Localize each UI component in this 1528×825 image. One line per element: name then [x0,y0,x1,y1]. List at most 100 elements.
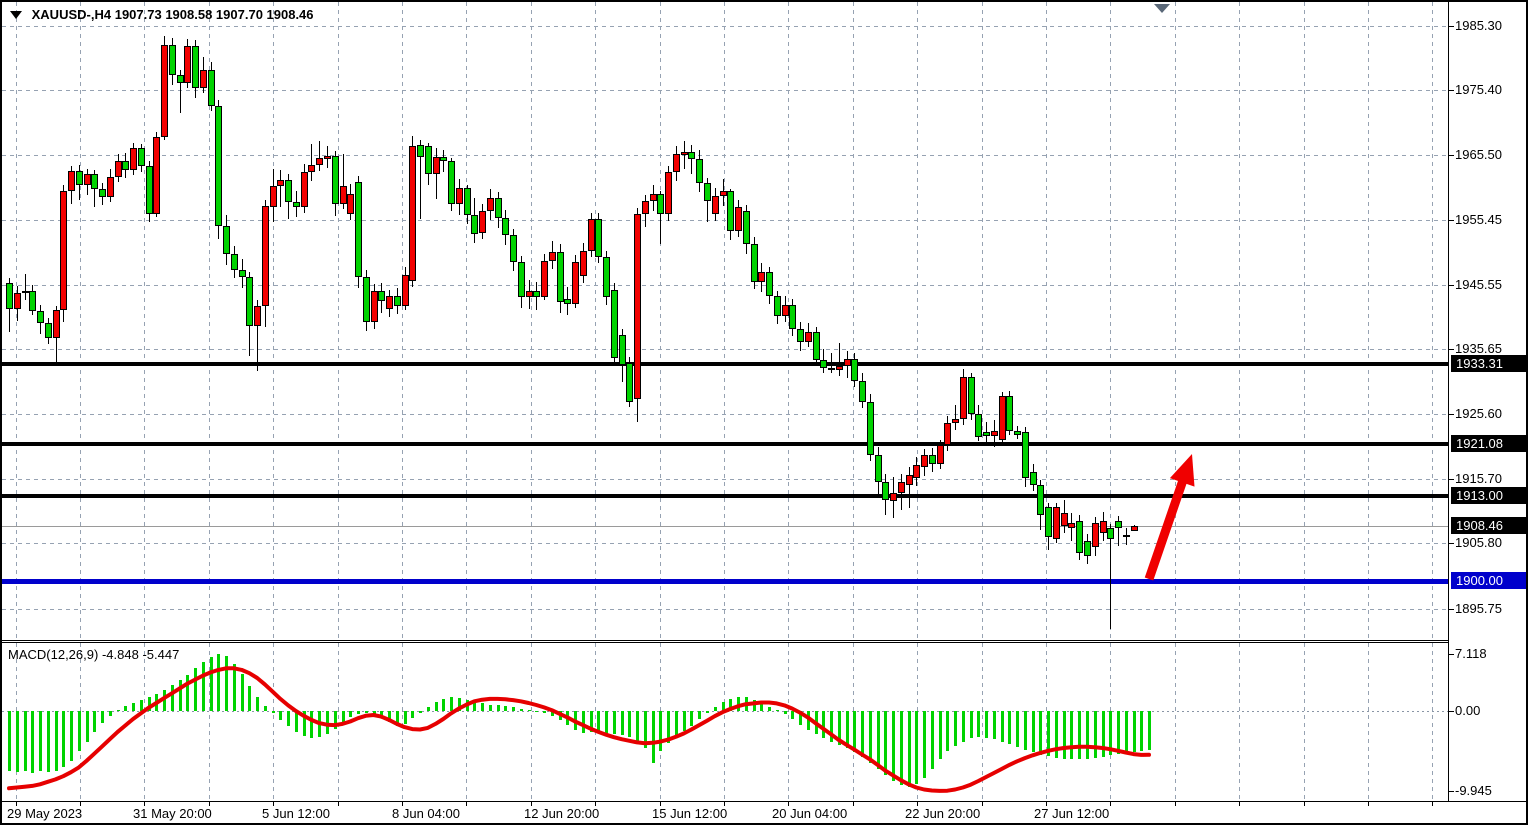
macd-histogram-bar [488,704,492,711]
macd-signal-line[interactable] [7,666,1151,793]
candle [486,197,494,212]
macd-histogram-bar [1140,711,1144,752]
time-tick [917,802,919,806]
macd-histogram-bar [923,711,927,778]
candle-wick [838,342,840,376]
vertical-gridline [723,643,725,801]
price-tick [1449,284,1454,286]
candle [184,45,192,84]
macd-histogram-bar [426,707,430,711]
vertical-gridline [1367,643,1369,801]
macd-histogram-bar [868,711,872,764]
panel-separator-top[interactable] [2,640,1448,641]
macd-histogram-bar [419,711,422,713]
candle [959,377,967,419]
support-1913.00[interactable] [2,494,1448,499]
macd-histogram-bar [1016,711,1020,748]
macd-histogram-bar [457,698,461,711]
candle [804,331,812,342]
macd-histogram-bar [341,711,345,724]
candle [448,161,455,204]
chart-shift-marker-icon[interactable] [1154,4,1170,13]
candle [874,454,882,482]
macd-histogram-bar [550,711,554,716]
candle [21,291,29,293]
macd-histogram-bar [504,706,508,711]
macd-histogram-bar [706,711,709,713]
candle [1107,528,1115,540]
candle [983,432,991,436]
vertical-gridline [530,2,532,640]
macd-histogram-bar [884,711,888,776]
time-tick [530,802,532,806]
horizontal-gridline [2,284,1448,286]
trend-arrow-shaft[interactable] [1144,477,1188,581]
macd-histogram-bar [108,711,112,716]
trend-arrow-head[interactable] [1169,454,1195,487]
candle [1045,506,1053,538]
candle [44,323,52,339]
time-axis-label: 15 Jun 12:00 [652,806,728,821]
price-axis-label: 1985.30 [1455,18,1502,33]
macd-signal-line-layer [7,666,1151,793]
macd-histogram-bar [729,698,733,711]
macd-histogram-bar [93,711,97,732]
candle [952,419,960,423]
candle [1083,540,1091,556]
candle-wick [342,153,344,209]
candle [386,296,393,309]
vertical-gridline [595,643,597,801]
candle [556,251,564,303]
price-tick [1449,26,1454,27]
candle [525,290,533,298]
price-axis[interactable]: 1985.30 1975.40 1965.50 1955.45 1945.55 1935.… [1448,2,1526,801]
candle [517,262,525,298]
resistance-1921.08[interactable] [2,441,1448,446]
macd-histogram-bar [628,711,632,737]
candle [316,158,324,165]
candle [711,195,719,214]
panel-separator-bottom[interactable] [2,642,1448,643]
macd-indicator-panel[interactable]: MACD(12,26,9) -4.848 -5.447 [2,643,1448,801]
macd-histogram-bar [535,711,539,712]
candle [370,291,378,322]
macd-histogram-bar [597,711,601,733]
time-tick [208,802,210,806]
candle-wick [660,190,662,244]
candle [261,205,269,307]
candle [882,482,890,501]
time-axis[interactable]: 29 May 2023 31 May 20:00 5 Jun 12:00 8 Jun … [2,801,1526,823]
macd-main-value: -4.848 [101,647,139,662]
macd-histogram-bar [411,711,415,719]
macd-axis-label: -9.945 [1455,783,1492,799]
macd-histogram-bar [985,711,989,738]
candle [890,493,898,501]
main-chart-panel[interactable]: XAUUSD-,H4 1907.73 1908.58 1907.70 1908.… [2,2,1448,640]
macd-axis-tick [1449,653,1454,655]
macd-signal-value: -5.447 [142,647,180,662]
macd-histogram-bar [201,661,205,711]
price-badge: 1921.08 [1451,434,1526,452]
support-1900.00[interactable] [2,578,1448,584]
macd-histogram-bar [333,711,337,729]
resistance-1933.31[interactable] [2,362,1448,367]
symbol-dropdown-icon[interactable] [10,11,22,19]
price-tick [1449,414,1454,416]
candle [665,171,673,214]
macd-histogram-bar [147,697,151,711]
vertical-gridline [144,2,146,640]
candle [921,454,929,468]
candle [432,156,440,174]
horizontal-gridline [2,349,1448,350]
candle [355,181,362,278]
macd-histogram-bar [713,707,717,711]
macd-histogram-bar [15,711,19,773]
candle [626,363,634,402]
vertical-gridline [1432,2,1434,640]
macd-histogram-bar [512,707,516,711]
macd-axis-label: 7.118 [1455,645,1487,661]
candle-wick [280,169,282,207]
macd-histogram-bar [791,711,795,719]
macd-histogram-bar [845,711,849,748]
